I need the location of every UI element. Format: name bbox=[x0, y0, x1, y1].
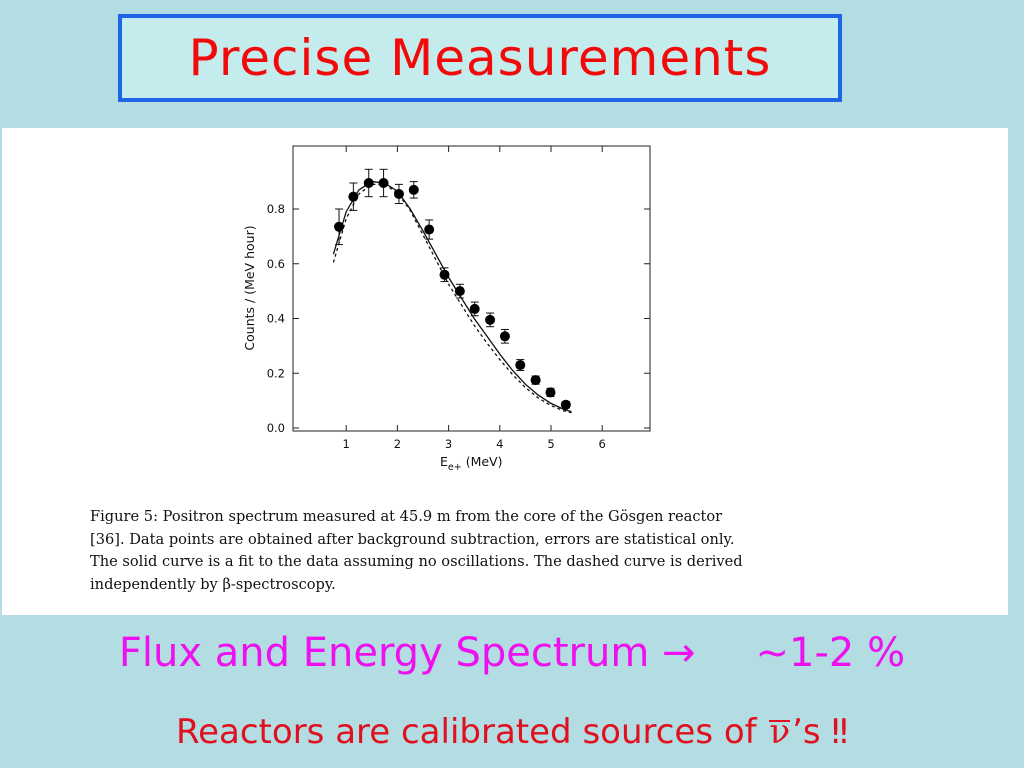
data-point bbox=[439, 269, 450, 280]
figure-caption: Figure 5: Positron spectrum measured at … bbox=[90, 506, 830, 596]
y-tick-label: 0.6 bbox=[267, 257, 285, 271]
slide-title: Precise Measurements bbox=[188, 29, 772, 87]
data-point bbox=[469, 303, 480, 314]
curves bbox=[332, 180, 572, 414]
dashed-curve bbox=[332, 183, 572, 414]
x-tick-label: 6 bbox=[599, 437, 606, 451]
data-point bbox=[378, 177, 389, 188]
positron-spectrum-chart: 1 2 3 4 5 6 0.0 0.2 0.4 0.6 0.8 Counts / (MeV hour… bbox=[242, 145, 651, 473]
data-point bbox=[545, 387, 556, 398]
data-point bbox=[560, 399, 571, 410]
data-point bbox=[499, 331, 510, 342]
plot-frame bbox=[292, 145, 651, 432]
flux-spectrum-text: Flux and Energy Spectrum bbox=[118, 630, 650, 676]
y-tick-label: 0.2 bbox=[267, 366, 285, 380]
x-tick-label: 1 bbox=[343, 437, 350, 451]
calibrated-sources-text: Reactors are calibrated sources of bbox=[176, 712, 768, 752]
caption-line: Figure 5: Positron spectrum measured at … bbox=[90, 508, 723, 525]
y-tick-label: 0.4 bbox=[267, 312, 285, 326]
caption-line: The solid curve is a fit to the data ass… bbox=[90, 553, 743, 570]
caption-line: [36]. Data points are obtained after bac… bbox=[90, 530, 735, 548]
antineutrino-symbol: ν bbox=[769, 712, 791, 752]
arrow-icon: → bbox=[662, 630, 696, 676]
data-point bbox=[363, 177, 374, 188]
data-point bbox=[334, 221, 345, 232]
x-tick-label: 3 bbox=[445, 437, 452, 451]
axis-ticks: 1 2 3 4 5 6 0.0 0.2 0.4 0.6 0.8 bbox=[267, 146, 650, 451]
data-point bbox=[485, 314, 496, 325]
flux-spectrum-line: Flux and Energy Spectrum → ~1-2 % bbox=[0, 630, 1024, 676]
x-tick-label: 4 bbox=[496, 437, 503, 451]
solid-curve bbox=[332, 180, 572, 413]
precision-value: ~1-2 % bbox=[755, 630, 906, 676]
data-point bbox=[424, 224, 435, 235]
y-axis-label: Counts / (MeV hour) bbox=[242, 225, 257, 350]
data-point bbox=[348, 191, 359, 202]
caption-line: independently by β-spectroscopy. bbox=[90, 575, 336, 593]
data-point bbox=[515, 360, 526, 371]
data-point bbox=[408, 184, 419, 195]
data-point bbox=[393, 188, 404, 199]
title-box: Precise Measurements bbox=[118, 14, 842, 102]
x-tick-label: 2 bbox=[394, 437, 401, 451]
x-tick-label: 5 bbox=[547, 437, 554, 451]
calibrated-sources-line: Reactors are calibrated sources of ν’s ‼ bbox=[0, 712, 1024, 752]
y-tick-label: 0.8 bbox=[267, 202, 285, 216]
data-points bbox=[334, 168, 571, 410]
calibrated-sources-suffix: ’s ‼ bbox=[792, 712, 848, 752]
x-axis-label: Ee+ (MeV) bbox=[440, 454, 502, 473]
figure-panel: 1 2 3 4 5 6 0.0 0.2 0.4 0.6 0.8 Counts / (MeV hour… bbox=[2, 128, 1008, 615]
data-point bbox=[454, 286, 465, 297]
data-point bbox=[530, 375, 541, 386]
y-tick-label: 0.0 bbox=[267, 421, 285, 435]
